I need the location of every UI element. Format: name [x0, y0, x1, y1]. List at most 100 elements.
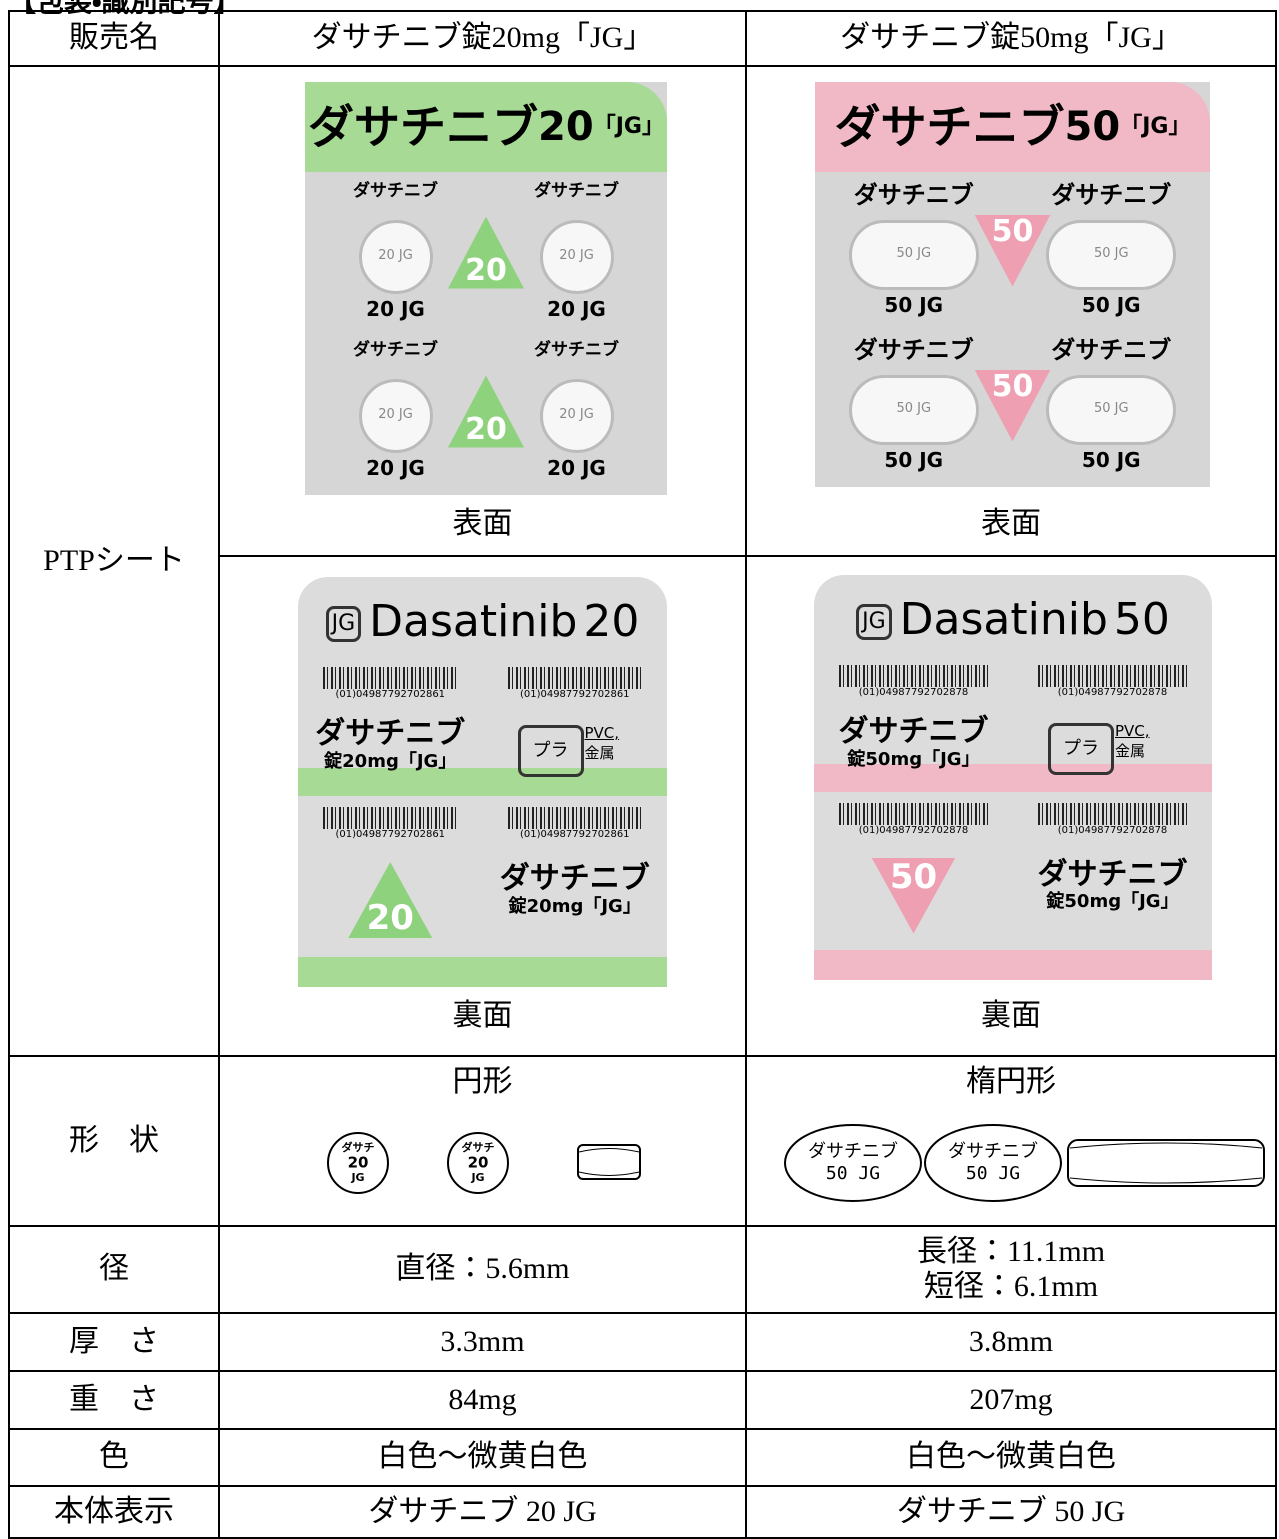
row-label: 厚 さ: [8, 1312, 220, 1372]
barcode: [323, 667, 458, 689]
ptp-front-image: ダサチニブ 50 「JG」 ダサチニブ 50 JG 50 JG ダサチニブ 50 JG 50 J…: [815, 82, 1210, 487]
stripe: [814, 950, 1212, 980]
imprint: JG: [350, 1171, 364, 1184]
imprint: ダサチ: [462, 1140, 495, 1154]
value-text: 白色〜微黄白色: [906, 1439, 1116, 1475]
row-label: 本体表示: [8, 1485, 220, 1539]
badge: 20: [448, 216, 524, 289]
imprint: ダサチ: [342, 1140, 375, 1154]
barcode: [839, 665, 988, 687]
ptp-back-image: JG Dasatinib 20 (01)04987792702861 (01)04987…: [298, 577, 667, 987]
pill-name: ダサチニブ: [853, 181, 974, 209]
barcode: [1038, 665, 1187, 687]
value-line: 長径：11.1mm: [916, 1235, 1106, 1268]
value-cell: 白色〜微黄白色: [745, 1428, 1277, 1487]
dose: 錠20mg「JG」: [508, 895, 641, 917]
barcode-number: (01)04987792702861: [519, 829, 630, 840]
suffix: 「JG」: [1120, 114, 1191, 140]
row-label: 色: [8, 1428, 220, 1487]
image-cell: ダサチニブ 20 「JG」 ダサチニブ 20 JG 20 JG ダサチニブ 20 JG 20 J…: [218, 65, 747, 557]
brand: ダサチニブ: [308, 99, 539, 154]
pill-name: ダサチニブ: [353, 181, 438, 201]
suffix: 「JG」: [593, 114, 664, 140]
barcode: [507, 807, 642, 829]
value-text: 3.3mm: [440, 1324, 525, 1358]
caption: 裏面: [452, 998, 513, 1033]
caption: 表面: [452, 506, 513, 541]
strength: 20: [538, 104, 594, 150]
barcode-number: (01)04987792702878: [1057, 824, 1168, 836]
value-cell: 84mg: [218, 1370, 747, 1430]
imprint: 50 JG: [826, 1163, 880, 1184]
barcode: [839, 802, 988, 825]
ptp-band: ダサチニブ 20 「JG」: [305, 82, 667, 172]
row-label: 径: [8, 1225, 220, 1314]
imprint: ダサチニブ: [948, 1140, 1038, 1162]
pill-imprint: 20 JG: [378, 248, 413, 264]
value-line: 短径：6.1mm: [923, 1269, 1099, 1303]
pill: 20 JG: [358, 219, 433, 294]
brand: ダサチニブ: [834, 99, 1065, 154]
badge-text: 20: [465, 253, 507, 288]
strength: 50: [1064, 104, 1121, 150]
pill-name: ダサチニブ: [1051, 181, 1172, 209]
shape-name: 円形: [452, 1064, 513, 1099]
caption: 表面: [981, 506, 1041, 541]
barcode-number: (01)04987792702861: [335, 829, 446, 840]
imprint: 20: [468, 1153, 489, 1171]
ptp-front-image: ダサチニブ 20 「JG」 ダサチニブ 20 JG 20 JG ダサチニブ 20 JG 20 J…: [305, 82, 667, 495]
pill-code: 50 JG: [884, 448, 944, 472]
badge: 50: [974, 214, 1051, 287]
value-text: 84mg: [448, 1382, 517, 1416]
material: 金属: [1115, 742, 1146, 760]
pill: 20 JG: [539, 378, 614, 453]
value-cell: 直径：5.6mm: [218, 1225, 747, 1314]
name: ダサチニブ: [1037, 856, 1188, 892]
value-cell: 3.3mm: [218, 1312, 747, 1372]
strength: 20: [583, 596, 640, 647]
logo: JG: [325, 606, 362, 642]
recycle-mark: プラ: [1048, 723, 1114, 775]
dose: 錠20mg「JG」: [324, 750, 457, 772]
strength: 50: [1113, 594, 1170, 645]
barcode-number: (01)04987792702861: [335, 689, 446, 700]
pill-name: ダサチニブ: [353, 340, 438, 360]
stripe: [814, 763, 1212, 792]
value-cell: 長径：11.1mm 短径：6.1mm: [745, 1225, 1277, 1314]
dose: 錠50mg「JG」: [1046, 891, 1179, 912]
brand: Dasatinib: [899, 594, 1108, 645]
stripe: [298, 957, 667, 987]
tablet-face: [327, 1131, 389, 1194]
badge: 20: [348, 862, 433, 938]
value-cell: ダサチニブ 50 JG: [745, 1485, 1277, 1539]
barcode: [323, 807, 458, 829]
barcode-number: (01)04987792702878: [858, 687, 969, 698]
material: PVC,: [1115, 722, 1150, 740]
section-title: 【包装・識別記号】: [8, 0, 242, 18]
tablet-side-line: [1069, 1142, 1263, 1183]
name: ダサチニブ: [315, 716, 466, 751]
value-text: 207mg: [969, 1382, 1053, 1416]
image-cell: JG Dasatinib 50 (01)04987792702878 (01)04987…: [745, 555, 1277, 1057]
name-block: ダサチニブ 錠50mg「JG」: [814, 714, 1013, 770]
row-label: PTPシート: [8, 65, 220, 1057]
badge-text: 50: [991, 368, 1034, 404]
barcode-number: (01)04987792702861: [519, 689, 630, 700]
pill-name: ダサチニブ: [534, 340, 619, 360]
imprint: ダサチニブ: [808, 1140, 898, 1162]
tablet-side: [1067, 1138, 1265, 1187]
pill-imprint: 50 JG: [896, 246, 932, 262]
shape-name: 楕円形: [966, 1064, 1056, 1099]
badge-text: 20: [366, 897, 414, 938]
material: 金属: [584, 744, 615, 762]
pill-code: 50 JG: [1081, 448, 1141, 472]
barcode-number: (01)04987792702878: [1057, 687, 1168, 698]
pill-code: 20 JG: [366, 297, 425, 321]
tablet-side: [577, 1143, 641, 1180]
value-cell: 白色〜微黄白色: [218, 1428, 747, 1487]
pill-imprint: 20 JG: [559, 407, 594, 423]
badge-text: 20: [465, 412, 507, 447]
header-cell: ダサチニブ錠20mg「JG」: [218, 10, 747, 67]
pill-code: 20 JG: [547, 297, 606, 321]
